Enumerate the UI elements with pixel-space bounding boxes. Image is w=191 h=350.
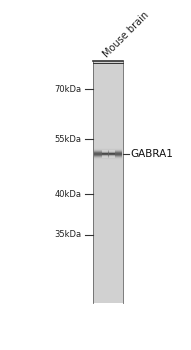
Text: 35kDa: 35kDa (54, 230, 82, 239)
Text: 70kDa: 70kDa (54, 85, 82, 94)
Text: 55kDa: 55kDa (55, 134, 82, 144)
Text: Mouse brain: Mouse brain (101, 10, 151, 60)
Bar (93, 61, 123, 303)
Text: GABRA1: GABRA1 (130, 149, 173, 159)
Text: 40kDa: 40kDa (55, 190, 82, 199)
